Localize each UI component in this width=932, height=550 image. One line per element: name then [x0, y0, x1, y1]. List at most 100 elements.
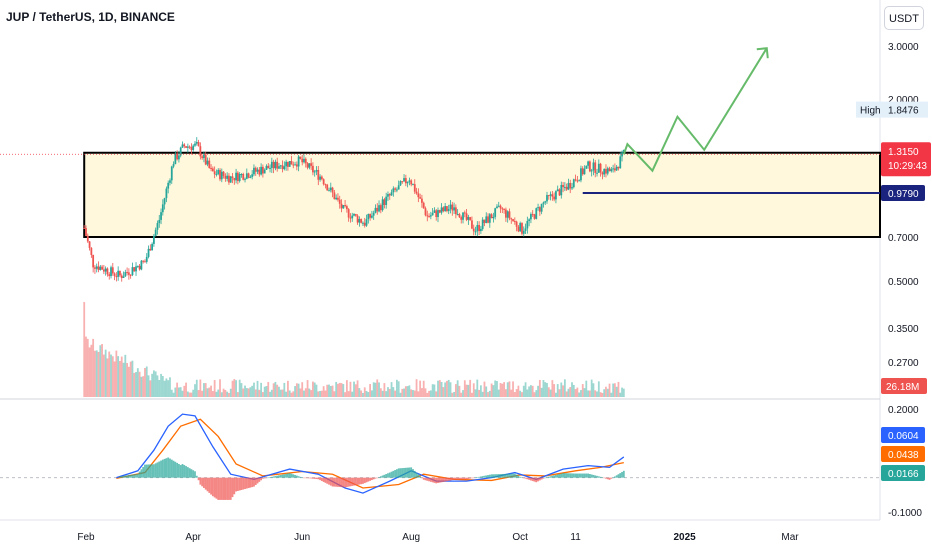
macd-histogram-bar	[329, 477, 332, 486]
macd-histogram-bar	[370, 477, 373, 481]
volume-bar	[492, 385, 495, 397]
volume-bar	[344, 392, 346, 397]
volume-bar	[322, 386, 325, 397]
candle-body	[270, 161, 273, 168]
level-price-value: 0.9790	[888, 189, 919, 200]
candle-body	[601, 172, 604, 175]
macd-histogram-bar	[588, 474, 591, 478]
macd-histogram-bar	[369, 477, 372, 481]
volume-bar	[149, 380, 152, 397]
macd-histogram-bar	[365, 477, 368, 483]
candle-body	[363, 222, 366, 226]
volume-bar	[174, 387, 177, 397]
candle-body	[247, 173, 250, 178]
macd-histogram-bar	[394, 470, 397, 478]
candle-body	[340, 203, 343, 209]
volume-bar	[306, 380, 309, 397]
candle-body	[401, 181, 404, 183]
macd-histogram-bar	[142, 466, 145, 478]
candle-body	[453, 207, 455, 211]
volume-bar	[506, 382, 509, 397]
candle-body	[547, 195, 550, 197]
volume-bar	[471, 392, 473, 397]
macd-histogram-bar	[542, 477, 545, 479]
volume-bar	[424, 388, 427, 397]
volume-bar	[524, 382, 527, 397]
macd-value: 0.0604	[888, 431, 919, 442]
candle-body	[142, 260, 145, 262]
volume-bar	[274, 381, 277, 397]
volume-bar	[342, 384, 345, 397]
volume-bar	[161, 375, 164, 397]
candle-body	[315, 170, 318, 172]
macd-histogram-bar	[158, 461, 161, 478]
candle-body	[163, 198, 166, 205]
candle-body	[161, 204, 164, 213]
macd-histogram-bar	[178, 463, 180, 478]
candle-body	[454, 207, 457, 215]
volume-bar	[513, 392, 516, 397]
volume-bar	[349, 381, 352, 397]
volume-bar	[297, 383, 300, 397]
macd-histogram-bar	[619, 473, 622, 478]
volume-bar	[304, 388, 307, 397]
volume-bar	[542, 380, 545, 397]
macd-histogram-bar	[465, 477, 468, 480]
candle-body	[108, 274, 111, 277]
candle-body	[299, 156, 302, 159]
macd-histogram-bar	[449, 477, 452, 481]
candle-body	[110, 267, 112, 277]
volume-bar	[478, 389, 480, 397]
volume-bar	[86, 338, 89, 397]
macd-histogram-bar	[192, 470, 195, 478]
macd-histogram-bar	[474, 477, 477, 479]
currency-button[interactable]: USDT	[884, 6, 924, 30]
candle-body	[426, 215, 429, 217]
macd-histogram-bar	[603, 477, 606, 479]
macd-histogram-bar	[621, 471, 623, 478]
volume-value: 26.18M	[886, 382, 919, 393]
volume-bar	[242, 388, 245, 397]
candle-body	[528, 219, 531, 221]
volume-bar	[521, 392, 523, 397]
macd-histogram-bar	[181, 463, 184, 478]
volume-bar	[347, 391, 350, 397]
macd-histogram-bar	[292, 474, 295, 478]
current-price-tag	[881, 142, 931, 177]
candle-body	[283, 166, 286, 170]
volume-bar	[396, 379, 398, 397]
candle-body	[319, 176, 321, 180]
macd-histogram-bar	[172, 460, 175, 478]
macd-histogram-bar	[333, 477, 336, 487]
candle-body	[320, 176, 323, 180]
macd-histogram-bar	[210, 477, 212, 495]
candle-body	[458, 214, 461, 218]
macd-histogram-bar	[217, 477, 220, 500]
candle-body	[240, 173, 243, 175]
macd-histogram-bar	[551, 475, 554, 478]
volume-bar	[256, 380, 259, 397]
candle-body	[195, 142, 198, 144]
candle-body	[329, 187, 332, 191]
macd-histogram-bar	[576, 473, 579, 478]
macd-histogram-bar	[303, 477, 305, 479]
macd-histogram-bar	[378, 477, 380, 478]
candle-body	[417, 193, 420, 198]
macd-histogram-bar	[574, 473, 577, 478]
volume-bar	[129, 361, 132, 397]
volume-bar	[345, 380, 348, 397]
macd-histogram-bar	[228, 477, 230, 500]
candle-body	[435, 210, 438, 218]
candle-body	[567, 182, 570, 190]
volume-bar	[238, 379, 241, 397]
time-axis-label: Aug	[402, 532, 420, 543]
macd-histogram-bar	[222, 477, 225, 500]
volume-bar	[351, 391, 354, 397]
volume-bar	[99, 345, 102, 397]
volume-bar	[338, 382, 341, 397]
macd-histogram-bar	[231, 477, 234, 498]
candle-body	[449, 204, 452, 210]
candle-body	[408, 180, 411, 182]
candle-body	[251, 174, 254, 177]
